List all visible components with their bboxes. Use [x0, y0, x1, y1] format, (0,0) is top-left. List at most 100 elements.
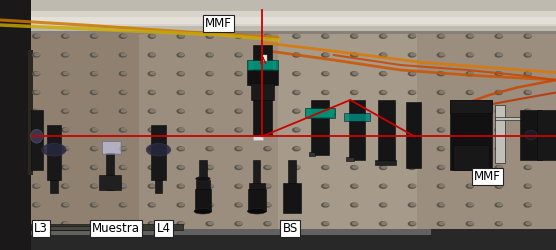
Ellipse shape — [497, 166, 503, 168]
Ellipse shape — [495, 166, 502, 170]
Ellipse shape — [206, 184, 213, 188]
Bar — [284, 184, 300, 205]
Ellipse shape — [350, 203, 358, 207]
Bar — [0, 20, 556, 230]
Ellipse shape — [90, 72, 98, 76]
Ellipse shape — [526, 34, 531, 37]
Bar — [0, 20, 139, 230]
Ellipse shape — [148, 109, 155, 113]
Ellipse shape — [264, 53, 271, 57]
Ellipse shape — [90, 203, 98, 207]
Ellipse shape — [177, 53, 185, 57]
Bar — [289, 160, 296, 205]
Ellipse shape — [33, 203, 40, 207]
Bar — [453, 145, 489, 170]
Ellipse shape — [34, 147, 40, 150]
Ellipse shape — [63, 222, 69, 224]
Ellipse shape — [235, 147, 242, 151]
Bar — [248, 189, 266, 211]
Ellipse shape — [408, 90, 415, 94]
Ellipse shape — [177, 147, 185, 151]
Ellipse shape — [295, 184, 300, 187]
Ellipse shape — [33, 184, 40, 188]
Ellipse shape — [148, 184, 155, 188]
Ellipse shape — [61, 222, 69, 226]
Ellipse shape — [321, 222, 329, 226]
Ellipse shape — [119, 128, 127, 132]
Ellipse shape — [497, 222, 503, 224]
Ellipse shape — [379, 128, 386, 132]
Ellipse shape — [437, 72, 444, 76]
Ellipse shape — [206, 53, 213, 57]
Ellipse shape — [350, 166, 358, 170]
Ellipse shape — [408, 203, 415, 207]
Ellipse shape — [353, 110, 358, 112]
Ellipse shape — [235, 72, 242, 76]
Ellipse shape — [206, 222, 213, 226]
Ellipse shape — [353, 53, 358, 56]
Ellipse shape — [63, 184, 69, 187]
Ellipse shape — [179, 147, 185, 150]
Ellipse shape — [379, 166, 386, 170]
Ellipse shape — [495, 184, 502, 188]
Ellipse shape — [350, 222, 358, 226]
Ellipse shape — [264, 109, 271, 113]
Ellipse shape — [295, 128, 300, 131]
Ellipse shape — [468, 166, 473, 168]
Ellipse shape — [92, 166, 98, 168]
Ellipse shape — [177, 184, 185, 188]
Bar — [31, 110, 43, 170]
Ellipse shape — [439, 128, 445, 131]
Ellipse shape — [90, 222, 98, 226]
Ellipse shape — [495, 128, 502, 132]
Ellipse shape — [63, 203, 69, 206]
Ellipse shape — [379, 147, 386, 151]
Ellipse shape — [237, 34, 242, 37]
Ellipse shape — [208, 128, 213, 131]
Ellipse shape — [150, 34, 155, 37]
Text: MMF: MMF — [205, 17, 232, 30]
Bar — [196, 180, 210, 195]
Ellipse shape — [237, 166, 242, 168]
Ellipse shape — [247, 208, 266, 214]
Ellipse shape — [237, 72, 242, 74]
Ellipse shape — [177, 203, 185, 207]
Ellipse shape — [524, 53, 531, 57]
Ellipse shape — [264, 222, 271, 226]
Ellipse shape — [292, 166, 300, 170]
Ellipse shape — [526, 72, 531, 74]
Ellipse shape — [235, 34, 242, 38]
Ellipse shape — [466, 109, 473, 113]
Ellipse shape — [292, 90, 300, 94]
Ellipse shape — [350, 184, 358, 188]
Ellipse shape — [353, 222, 358, 224]
Bar — [31, 226, 136, 230]
Ellipse shape — [410, 72, 415, 74]
Ellipse shape — [208, 184, 213, 187]
Ellipse shape — [177, 128, 185, 132]
Ellipse shape — [321, 53, 329, 57]
Ellipse shape — [495, 109, 502, 113]
Ellipse shape — [119, 109, 127, 113]
Ellipse shape — [61, 53, 69, 57]
Ellipse shape — [295, 222, 300, 224]
Ellipse shape — [379, 90, 386, 94]
Ellipse shape — [121, 91, 126, 93]
Ellipse shape — [526, 203, 531, 206]
Ellipse shape — [379, 34, 386, 38]
Ellipse shape — [237, 91, 242, 93]
Ellipse shape — [235, 166, 242, 170]
Ellipse shape — [408, 147, 415, 151]
Ellipse shape — [264, 203, 271, 207]
Ellipse shape — [148, 147, 155, 151]
Ellipse shape — [119, 53, 127, 57]
Bar — [253, 136, 263, 140]
Ellipse shape — [61, 128, 69, 132]
Ellipse shape — [381, 128, 386, 131]
Ellipse shape — [408, 109, 415, 113]
Ellipse shape — [408, 222, 415, 226]
Ellipse shape — [408, 72, 415, 76]
Ellipse shape — [121, 53, 126, 56]
Ellipse shape — [321, 109, 329, 113]
Ellipse shape — [33, 34, 40, 38]
